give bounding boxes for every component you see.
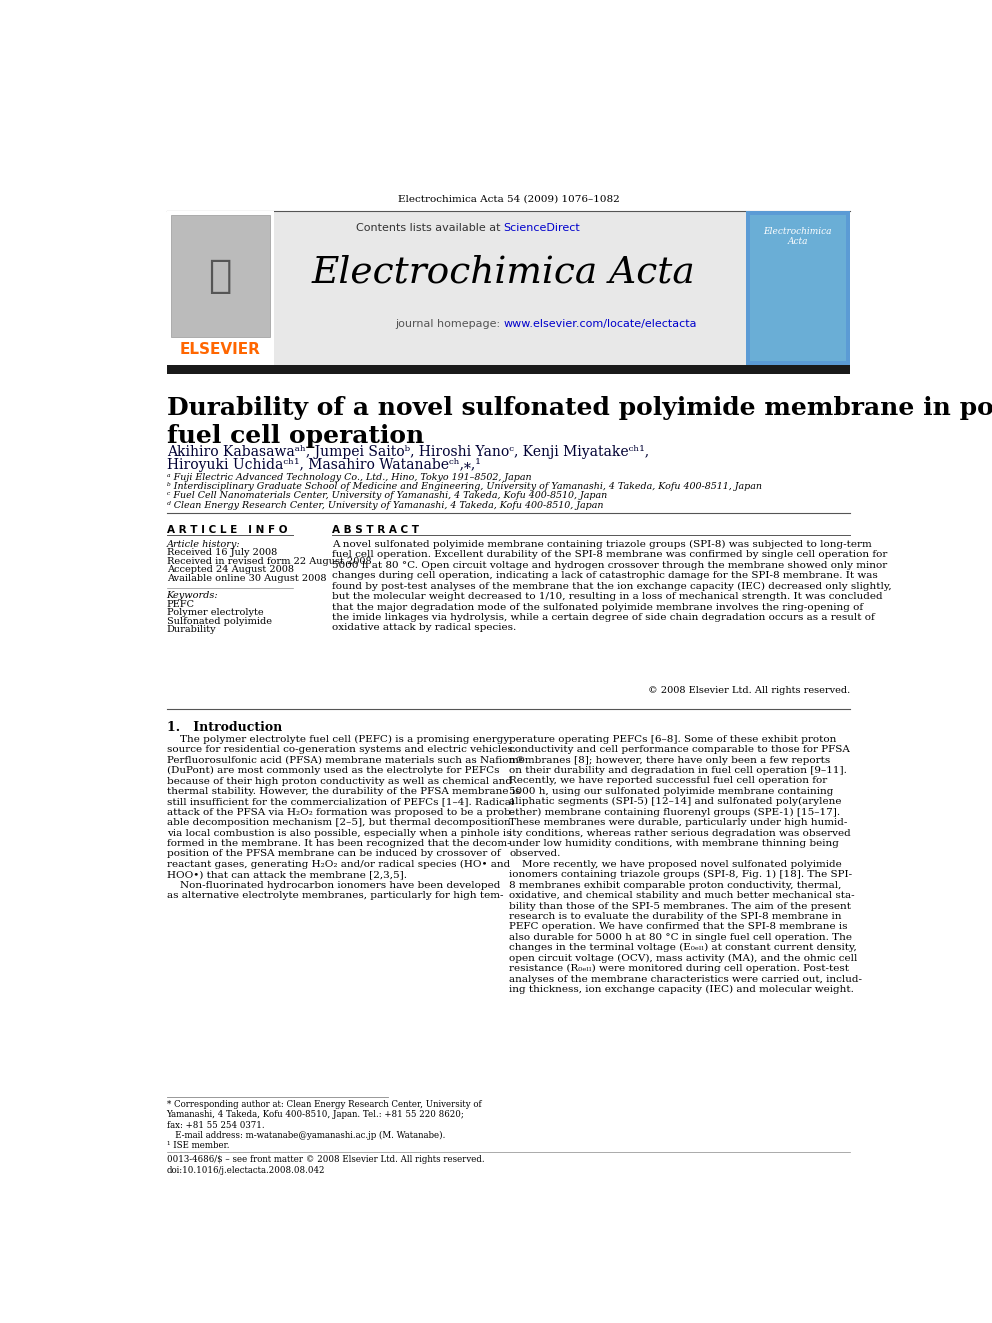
Text: Akihiro Kabasawaᵃʰ, Jumpei Saitoᵇ, Hiroshi Yanoᶜ, Kenji Miyatakeᶜʰ¹,: Akihiro Kabasawaᵃʰ, Jumpei Saitoᵇ, Hiros…: [167, 446, 649, 459]
Text: PEFC: PEFC: [167, 599, 194, 609]
Text: Accepted 24 August 2008: Accepted 24 August 2008: [167, 565, 294, 574]
Text: Available online 30 August 2008: Available online 30 August 2008: [167, 574, 326, 583]
Text: Hiroyuki Uchidaᶜʰ¹, Masahiro Watanabeᶜʰ,⁎,¹: Hiroyuki Uchidaᶜʰ¹, Masahiro Watanabeᶜʰ,…: [167, 458, 480, 471]
FancyBboxPatch shape: [746, 212, 850, 365]
Text: 0013-4686/$ – see front matter © 2008 Elsevier Ltd. All rights reserved.
doi:10.: 0013-4686/$ – see front matter © 2008 El…: [167, 1155, 484, 1175]
Text: A novel sulfonated polyimide membrane containing triazole groups (SPI-8) was sub: A novel sulfonated polyimide membrane co…: [331, 540, 892, 632]
Text: Keywords:: Keywords:: [167, 591, 218, 601]
Text: Durability of a novel sulfonated polyimide membrane in polymer electrolyte
fuel : Durability of a novel sulfonated polyimi…: [167, 396, 992, 447]
Text: ScienceDirect: ScienceDirect: [504, 224, 580, 233]
Text: Article history:: Article history:: [167, 540, 240, 549]
Text: A R T I C L E   I N F O: A R T I C L E I N F O: [167, 524, 287, 534]
Text: Polymer electrolyte: Polymer electrolyte: [167, 609, 263, 618]
Text: A B S T R A C T: A B S T R A C T: [331, 524, 419, 534]
Text: ᵇ Interdisciplinary Graduate School of Medicine and Engineering, University of Y: ᵇ Interdisciplinary Graduate School of M…: [167, 482, 762, 491]
Text: ᵈ Clean Energy Research Center, University of Yamanashi, 4 Takeda, Kofu 400-8510: ᵈ Clean Energy Research Center, Universi…: [167, 500, 603, 509]
Text: 🌳: 🌳: [208, 257, 232, 295]
FancyBboxPatch shape: [171, 214, 270, 336]
Text: The polymer electrolyte fuel cell (PEFC) is a promising energy
source for reside: The polymer electrolyte fuel cell (PEFC)…: [167, 734, 525, 900]
FancyBboxPatch shape: [750, 214, 845, 361]
Text: * Corresponding author at: Clean Energy Research Center, University of
Yamanashi: * Corresponding author at: Clean Energy …: [167, 1099, 481, 1151]
Text: Sulfonated polyimide: Sulfonated polyimide: [167, 617, 272, 626]
FancyBboxPatch shape: [167, 212, 274, 365]
FancyBboxPatch shape: [167, 365, 850, 373]
Text: ᵃ Fuji Electric Advanced Technology Co., Ltd., Hino, Tokyo 191–8502, Japan: ᵃ Fuji Electric Advanced Technology Co.,…: [167, 472, 532, 482]
Text: perature operating PEFCs [6–8]. Some of these exhibit proton
conductivity and ce: perature operating PEFCs [6–8]. Some of …: [509, 734, 862, 995]
Text: © 2008 Elsevier Ltd. All rights reserved.: © 2008 Elsevier Ltd. All rights reserved…: [648, 687, 850, 695]
Text: Electrochimica Acta 54 (2009) 1076–1082: Electrochimica Acta 54 (2009) 1076–1082: [398, 194, 619, 204]
Text: journal homepage:: journal homepage:: [395, 319, 504, 329]
Text: 1.   Introduction: 1. Introduction: [167, 721, 282, 734]
Text: Acta: Acta: [788, 237, 807, 246]
Text: ELSEVIER: ELSEVIER: [180, 343, 261, 357]
Text: Contents lists available at: Contents lists available at: [356, 224, 504, 233]
Text: Electrochimica Acta: Electrochimica Acta: [311, 255, 695, 291]
Text: www.elsevier.com/locate/electacta: www.elsevier.com/locate/electacta: [504, 319, 697, 329]
Text: ᶜ Fuel Cell Nanomaterials Center, University of Yamanashi, 4 Takeda, Kofu 400-85: ᶜ Fuel Cell Nanomaterials Center, Univer…: [167, 491, 607, 500]
Text: Received 16 July 2008: Received 16 July 2008: [167, 548, 277, 557]
Text: Received in revised form 22 August 2008: Received in revised form 22 August 2008: [167, 557, 371, 566]
Text: Durability: Durability: [167, 626, 216, 635]
Text: Electrochimica: Electrochimica: [763, 228, 831, 237]
FancyBboxPatch shape: [167, 212, 850, 365]
